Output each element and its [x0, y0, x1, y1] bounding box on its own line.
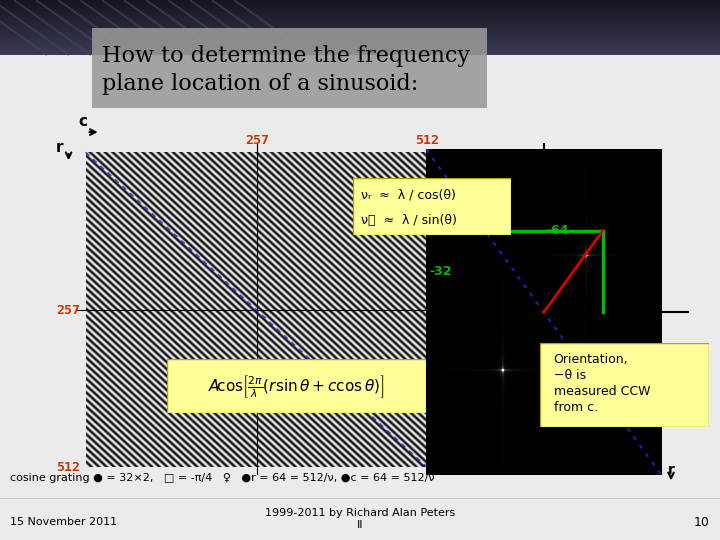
Text: 1999-2011 by Richard Alan Peters
II: 1999-2011 by Richard Alan Peters II [265, 508, 455, 530]
Text: -64: -64 [546, 225, 569, 238]
Text: $A\!\cos\!\left[\frac{2\pi}{\lambda}(r\sin\theta + c\cos\theta)\right]$: $A\!\cos\!\left[\frac{2\pi}{\lambda}(r\s… [208, 373, 385, 400]
Text: 32: 32 [606, 347, 624, 360]
Text: c: c [78, 114, 87, 129]
Bar [92, 28, 487, 108]
Text: 512: 512 [56, 461, 80, 474]
Text: 257: 257 [245, 134, 269, 147]
Text: How to determine the frequency
plane location of a sinusoid:: How to determine the frequency plane loc… [102, 45, 470, 95]
Text: 64: 64 [606, 387, 624, 400]
Text: r: r [56, 140, 63, 154]
Text: r: r [667, 463, 675, 477]
Text: cosine grating ● = 32×2,   □ = -π/4   ♀   ●r = 64 = 512/ν, ●c = 64 = 512/ν: cosine grating ● = 32×2, □ = -π/4 ♀ ●r =… [10, 473, 435, 483]
Text: 15 November 2011: 15 November 2011 [10, 517, 117, 527]
Text: -32: -32 [429, 265, 451, 278]
Text: 10: 10 [694, 516, 710, 529]
Text: 257: 257 [56, 304, 80, 317]
Text: νᵣ  ≈  λ / cos(θ): νᵣ ≈ λ / cos(θ) [361, 188, 456, 202]
Text: Orientation,
−θ is
measured CCW
from c.: Orientation, −θ is measured CCW from c. [554, 353, 650, 414]
Text: 512: 512 [415, 134, 439, 147]
Text: νⲜ  ≈  λ / sin(θ): νⲜ ≈ λ / sin(θ) [361, 214, 456, 227]
